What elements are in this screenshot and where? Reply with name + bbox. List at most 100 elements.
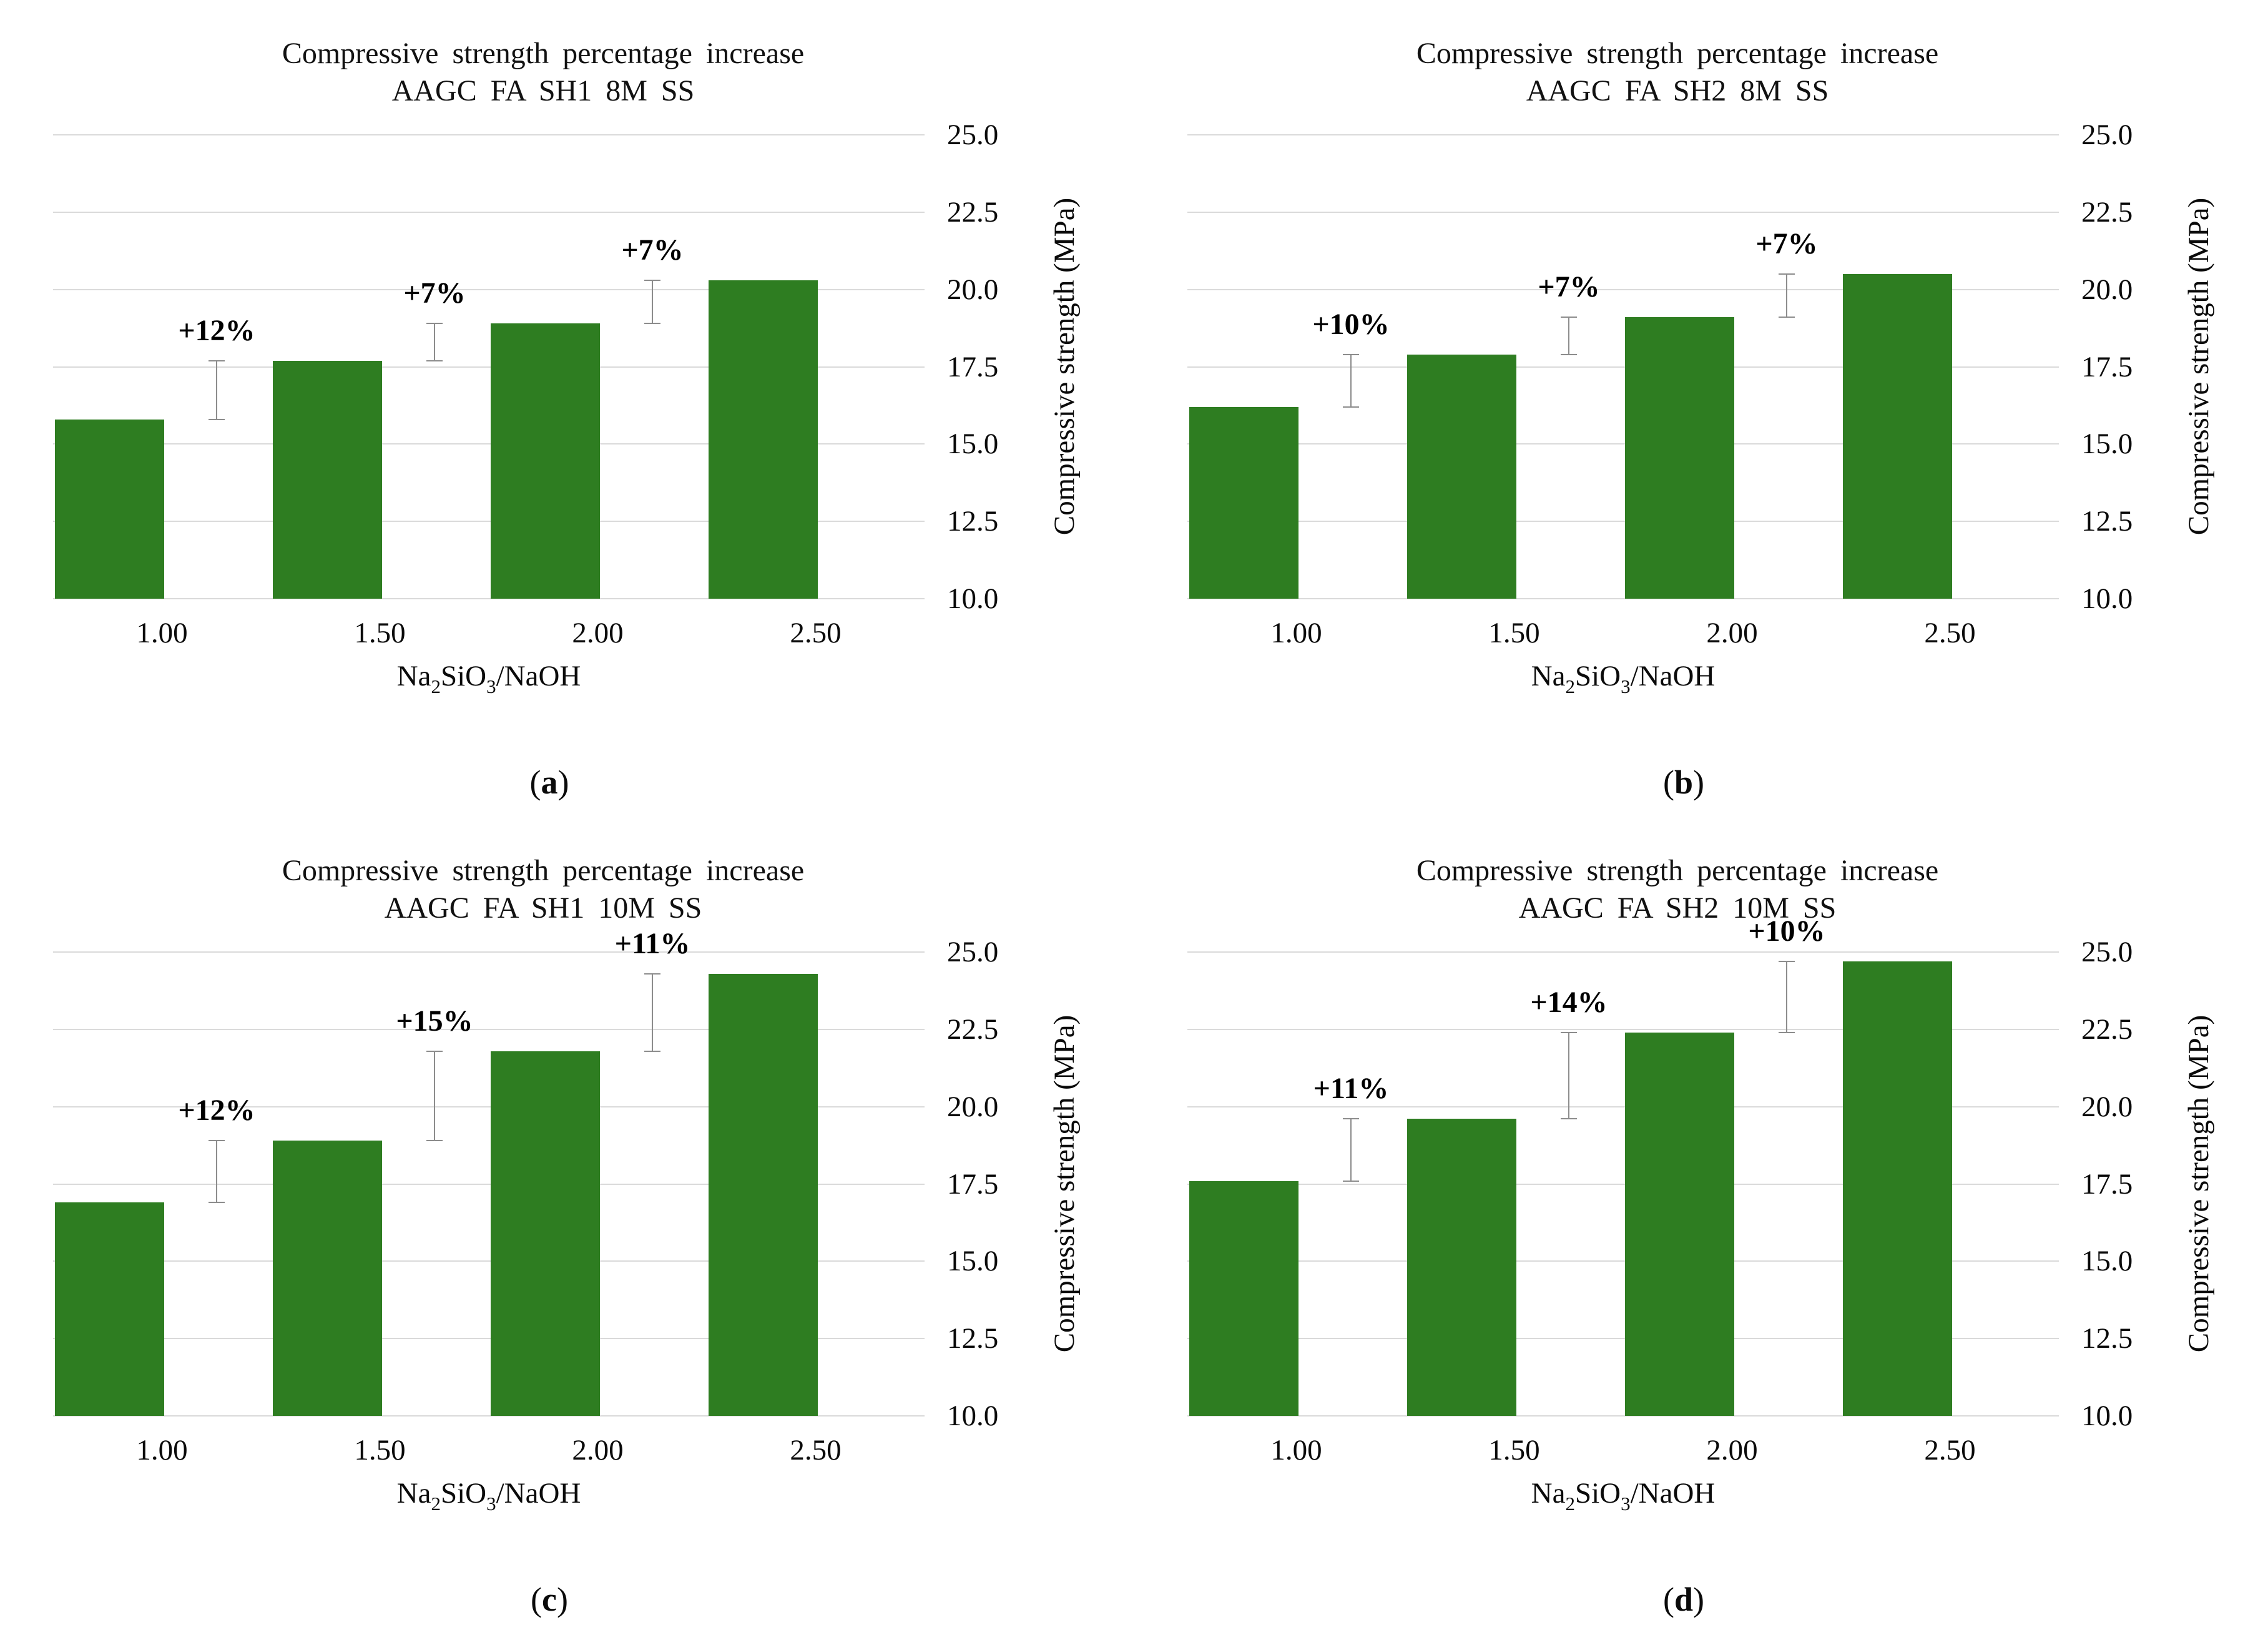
panel-label-close-paren: ) <box>556 1581 568 1618</box>
bar-1.50 <box>273 1141 382 1416</box>
bar-2.00 <box>1625 317 1734 599</box>
chart-title: Compressive strength percentage increase… <box>1134 35 2221 110</box>
x-axis-title-text: /NaOH <box>1630 1477 1716 1510</box>
gridline <box>53 521 925 523</box>
increase-label: +12% <box>178 313 255 347</box>
error-bar-line <box>216 360 217 420</box>
increase-label: +10% <box>1312 307 1390 341</box>
x-axis-title-subscript: 3 <box>486 675 496 697</box>
y-tick-label: 15.0 <box>2081 428 2133 461</box>
error-bar-cap <box>426 323 443 325</box>
error-bar-cap <box>426 1050 443 1052</box>
x-axis-title-subscript: 2 <box>1565 675 1575 697</box>
y-tick-label: 20.0 <box>2081 1090 2133 1123</box>
error-bar-line <box>652 973 653 1051</box>
y-tick-label: 12.5 <box>2081 1322 2133 1355</box>
y-tick-label: 10.0 <box>2081 1400 2133 1432</box>
chart-panel-b: Compressive strength percentage increase… <box>1134 0 2268 818</box>
x-axis-title-text: Na <box>396 1477 431 1510</box>
plot-area: +10% +7% +7% <box>1187 134 2059 599</box>
error-bar-line <box>1350 354 1352 407</box>
y-tick-label: 10.0 <box>947 1400 999 1432</box>
gridline <box>53 366 925 368</box>
bar-2.50 <box>1843 273 1952 599</box>
bar-1.00 <box>1189 406 1298 599</box>
error-bar-cap <box>209 1140 225 1142</box>
x-axis-title-subscript: 2 <box>431 675 441 697</box>
x-tick-label: 2.50 <box>1924 1434 1976 1466</box>
chart-title-line2: AAGC FA SH1 8M SS <box>391 74 695 107</box>
y-tick-label: 20.0 <box>2081 273 2133 306</box>
x-tick-label: 1.50 <box>1488 617 1540 649</box>
gridline <box>53 211 925 213</box>
x-axis-title-text: Na <box>1531 660 1566 692</box>
x-axis-title-subscript: 2 <box>431 1493 441 1515</box>
error-bar-cap <box>426 1140 443 1142</box>
y-tick-label: 12.5 <box>947 505 999 538</box>
gridline <box>1187 1028 2059 1030</box>
gridline <box>53 951 925 953</box>
increase-label: +7% <box>1538 270 1600 304</box>
gridline <box>1187 1183 2059 1185</box>
panel-label-d: (d) <box>1187 1580 2180 1619</box>
x-axis-title: Na2SiO3/NaOH <box>1187 1476 2059 1515</box>
panel-label-letter: d <box>1674 1581 1694 1618</box>
panel-label-open-paren: ( <box>529 763 541 801</box>
chart-title-line1: Compressive strength percentage increase <box>282 37 805 70</box>
increase-label: +7% <box>403 277 466 310</box>
y-axis-title: Compressive strength (MPa) <box>2182 197 2215 536</box>
x-tick-label: 1.00 <box>136 1434 188 1466</box>
y-tick-label: 10.0 <box>947 582 999 615</box>
y-tick-label: 15.0 <box>947 428 999 461</box>
chart-title-line2: AAGC FA SH2 10M SS <box>1518 891 1837 925</box>
chart-panel-a: Compressive strength percentage increase… <box>0 0 1134 818</box>
gridline <box>1187 521 2059 523</box>
increase-label: +7% <box>1755 227 1818 260</box>
panel-label-close-paren: ) <box>1693 763 1704 801</box>
x-tick-label: 1.50 <box>354 617 406 649</box>
panel-label-letter: a <box>541 763 558 801</box>
x-tick-label: 1.00 <box>136 617 188 649</box>
x-tick-label: 2.00 <box>1706 1434 1758 1466</box>
x-axis-title-text: /NaOH <box>496 1477 581 1510</box>
gridline <box>53 1028 925 1030</box>
gridline <box>1187 598 2059 599</box>
panel-label-letter: b <box>1674 763 1694 801</box>
y-tick-label: 12.5 <box>947 1322 999 1355</box>
x-axis-title-text: SiO <box>440 1477 487 1510</box>
gridline <box>53 1106 925 1107</box>
x-axis-title-text: SiO <box>440 660 487 692</box>
panel-label-b: (b) <box>1187 763 2180 802</box>
error-bar-line <box>434 1051 435 1141</box>
plot-area: +12% +7% +7% <box>53 134 925 599</box>
x-tick-label: 2.50 <box>1924 617 1976 649</box>
gridline <box>1187 211 2059 213</box>
error-bar-cap <box>426 360 443 361</box>
gridline <box>53 1415 925 1417</box>
error-bar-cap <box>1343 353 1359 355</box>
error-bar-line <box>434 323 435 361</box>
gridline <box>53 1260 925 1262</box>
chart-title-line1: Compressive strength percentage increase <box>1416 37 1939 70</box>
error-bar-cap <box>209 1202 225 1204</box>
chart-title-line2: AAGC FA SH2 8M SS <box>1526 74 1829 107</box>
error-bar-cap <box>1343 1118 1359 1120</box>
x-axis-title-subscript: 3 <box>1621 1493 1631 1515</box>
x-tick-label: 2.00 <box>1706 617 1758 649</box>
panel-label-open-paren: ( <box>531 1581 542 1618</box>
chart-title-line1: Compressive strength percentage increase <box>282 854 805 887</box>
y-tick-label: 10.0 <box>2081 582 2133 615</box>
y-axis-title: Compressive strength (MPa) <box>1048 197 1081 536</box>
gridline <box>1187 951 2059 953</box>
error-bar-line <box>1786 273 1787 318</box>
error-bar-cap <box>1779 317 1795 318</box>
bar-1.50 <box>273 360 382 599</box>
x-tick-label: 1.50 <box>1488 1434 1540 1466</box>
bar-2.50 <box>1843 961 1952 1416</box>
error-bar-line <box>1568 1032 1569 1119</box>
bar-1.50 <box>1407 354 1516 599</box>
gridline <box>53 288 925 290</box>
y-tick-label: 17.5 <box>2081 350 2133 383</box>
error-bar-cap <box>644 279 660 281</box>
